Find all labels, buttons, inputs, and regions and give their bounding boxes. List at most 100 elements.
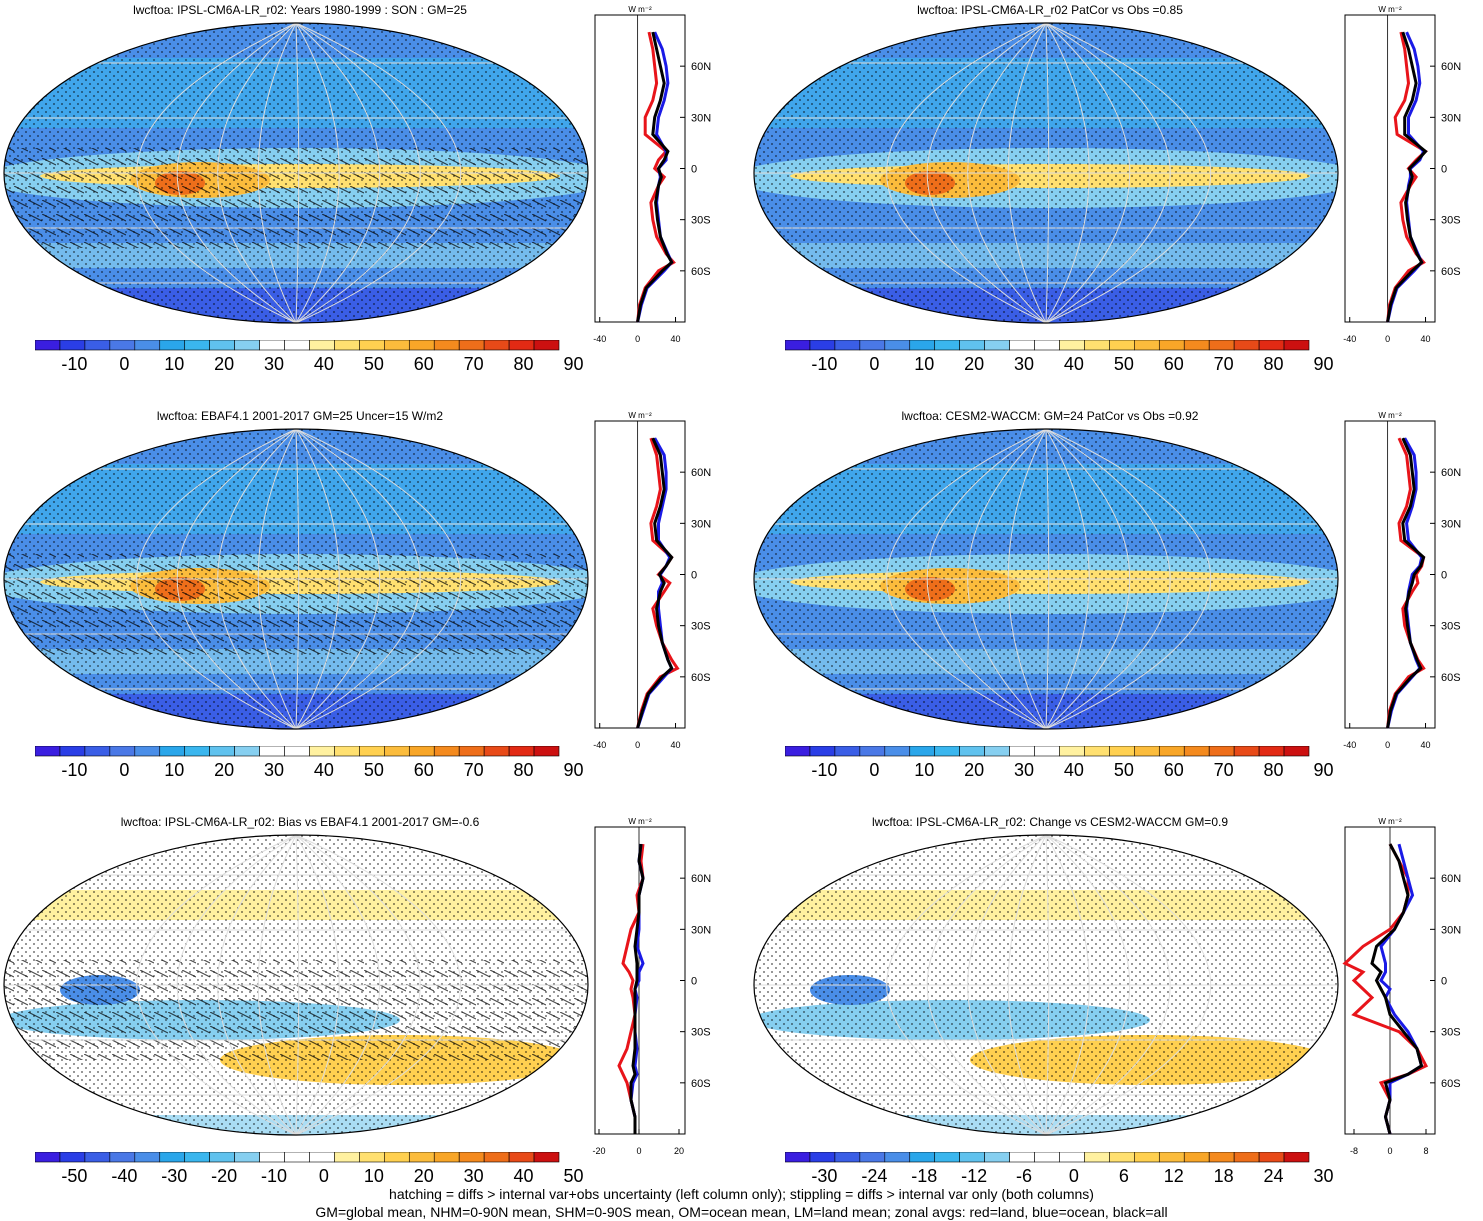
colorbar-tick-label: 24 xyxy=(1263,1166,1284,1186)
colorbar xyxy=(35,1152,560,1163)
colorbar-swatch xyxy=(1134,746,1160,757)
hatching xyxy=(4,554,588,654)
colorbar-tick-label: 10 xyxy=(164,354,185,374)
colorbar-tick-label: 0 xyxy=(318,1166,329,1186)
colorbar-swatch xyxy=(1059,340,1085,351)
colorbar-tick-label: 0 xyxy=(1068,1166,1079,1186)
colorbar-tick-label: -40 xyxy=(111,1166,138,1186)
map-border xyxy=(753,834,1339,1136)
colorbar-swatch xyxy=(1109,340,1135,351)
colorbar-labels: -10 0 10 20 30 40 50 60 70 80 90 xyxy=(35,354,583,378)
colorbar-tick-label: -6 xyxy=(1016,1166,1033,1186)
colorbar-labels: -50 -40 -30 -20 -10 0 10 20 30 40 50 xyxy=(35,1166,583,1190)
hatching xyxy=(4,960,588,1060)
colorbar-swatch xyxy=(159,340,186,351)
colorbar-swatch xyxy=(909,1152,936,1163)
colorbar-swatch xyxy=(1258,746,1285,757)
colorbar-tick-label: 70 xyxy=(463,354,484,374)
latitude-tick-label: 30N xyxy=(691,112,711,124)
colorbar-tick-label: -30 xyxy=(161,1166,188,1186)
colorbar-tick-label: 0 xyxy=(119,354,130,374)
colorbar-tick-label: 20 xyxy=(413,1166,434,1186)
colorbar-swatch xyxy=(809,340,836,351)
latitude-tick-label: 60N xyxy=(1441,467,1461,479)
colorbar-swatch xyxy=(359,340,385,351)
latitude-tick-label: 0 xyxy=(1441,976,1447,988)
x-tick-label: -8 xyxy=(1350,1146,1358,1156)
colorbar-swatch xyxy=(1183,1152,1210,1163)
colorbar-tick-label: 50 xyxy=(363,760,384,780)
colorbar-swatch xyxy=(458,1152,485,1163)
colorbar-swatch xyxy=(284,746,310,757)
units-label: W m⁻² xyxy=(1378,411,1402,420)
zonal-mean-plot: W m⁻² 60N 30N 0 30S 60S -40 0 40 xyxy=(593,5,711,344)
colorbar-swatch xyxy=(1009,1152,1035,1163)
colorbar-swatch xyxy=(159,1152,186,1163)
colorbar-swatch xyxy=(84,340,111,351)
series-land-line xyxy=(1342,843,1429,1135)
x-tick-label: -20 xyxy=(592,1146,605,1156)
colorbar-tick-label: 90 xyxy=(1313,760,1334,780)
colorbar-swatch xyxy=(533,1152,560,1163)
map-title: lwcftoa: EBAF4.1 2001-2017 GM=25 Uncer=1… xyxy=(156,409,444,423)
colorbar-swatch xyxy=(834,340,861,351)
colorbar-swatch xyxy=(884,1152,911,1163)
colorbar-swatch xyxy=(359,1152,385,1163)
plot-frame xyxy=(1344,420,1436,729)
plot-frame xyxy=(1344,14,1436,323)
zonal-mean-plot: W m⁻² 60N 30N 0 30S 60S -8 0 8 xyxy=(1342,817,1461,1156)
world-map xyxy=(753,834,1339,1136)
x-tick-label: 0 xyxy=(1385,334,1390,344)
colorbar-swatch xyxy=(1233,340,1260,351)
colorbar-swatch xyxy=(35,340,61,351)
colorbar-swatch xyxy=(1084,1152,1110,1163)
panel-4: lwcftoa: CESM2-WACCM: GM=24 PatCor vs Ob… xyxy=(750,406,1483,806)
colorbar-tick-label: 12 xyxy=(1163,1166,1184,1186)
colorbar-swatch xyxy=(1183,746,1210,757)
x-tick-label: -40 xyxy=(593,740,606,750)
colorbar-swatch xyxy=(1034,340,1060,351)
map-border xyxy=(753,428,1339,730)
colorbar-swatch xyxy=(508,340,535,351)
colorbar-tick-label: 30 xyxy=(264,354,285,374)
colorbar-labels: -10 0 10 20 30 40 50 60 70 80 90 xyxy=(785,354,1333,378)
colorbar-tick-label: 80 xyxy=(513,354,534,374)
colorbar-swatch xyxy=(259,1152,285,1163)
colorbar-swatch xyxy=(408,746,435,757)
colorbar-tick-label: 70 xyxy=(1213,760,1234,780)
latitude-tick-label: 30S xyxy=(1441,621,1461,633)
latitude-tick-label: 30N xyxy=(1441,924,1461,936)
zonal-mean-plot: W m⁻² 60N 30N 0 30S 60S -40 0 40 xyxy=(593,411,711,750)
world-map xyxy=(753,22,1339,324)
colorbar-tick-label: 50 xyxy=(363,354,384,374)
colorbar-swatch xyxy=(109,340,136,351)
x-tick-label: 40 xyxy=(1421,334,1431,344)
colorbar-swatch xyxy=(934,1152,960,1163)
colorbar-tick-label: -10 xyxy=(61,354,88,374)
colorbar-tick-label: -10 xyxy=(811,354,838,374)
series-all-line xyxy=(629,843,645,1134)
colorbar-swatch xyxy=(1208,746,1235,757)
colorbar-swatch xyxy=(785,746,811,757)
x-tick-label: 0 xyxy=(636,1146,641,1156)
colorbar-swatch xyxy=(259,746,285,757)
colorbar-tick-label: 6 xyxy=(1118,1166,1129,1186)
colorbar-swatch xyxy=(59,340,86,351)
latitude-tick-label: 60S xyxy=(1441,1078,1461,1090)
zonal-mean-plot: W m⁻² 60N 30N 0 30S 60S -20 0 20 xyxy=(592,817,711,1156)
latitude-tick-label: 60S xyxy=(691,266,711,278)
latitude-tick-label: 30S xyxy=(691,621,711,633)
x-tick-label: -40 xyxy=(1343,740,1356,750)
colorbar-swatch xyxy=(533,340,560,351)
colorbar-tick-label: -10 xyxy=(61,760,88,780)
colorbar-tick-label: -10 xyxy=(261,1166,288,1186)
colorbar-tick-label: 30 xyxy=(1014,354,1035,374)
x-tick-label: 0 xyxy=(635,334,640,344)
latitude-tick-label: 0 xyxy=(691,570,697,582)
world-map xyxy=(3,428,589,730)
colorbar-swatch xyxy=(959,1152,985,1163)
latitude-tick-label: 0 xyxy=(691,976,697,988)
colorbar xyxy=(35,746,560,757)
colorbar-tick-label: 50 xyxy=(1113,760,1134,780)
colorbar-tick-label: 40 xyxy=(1063,354,1084,374)
